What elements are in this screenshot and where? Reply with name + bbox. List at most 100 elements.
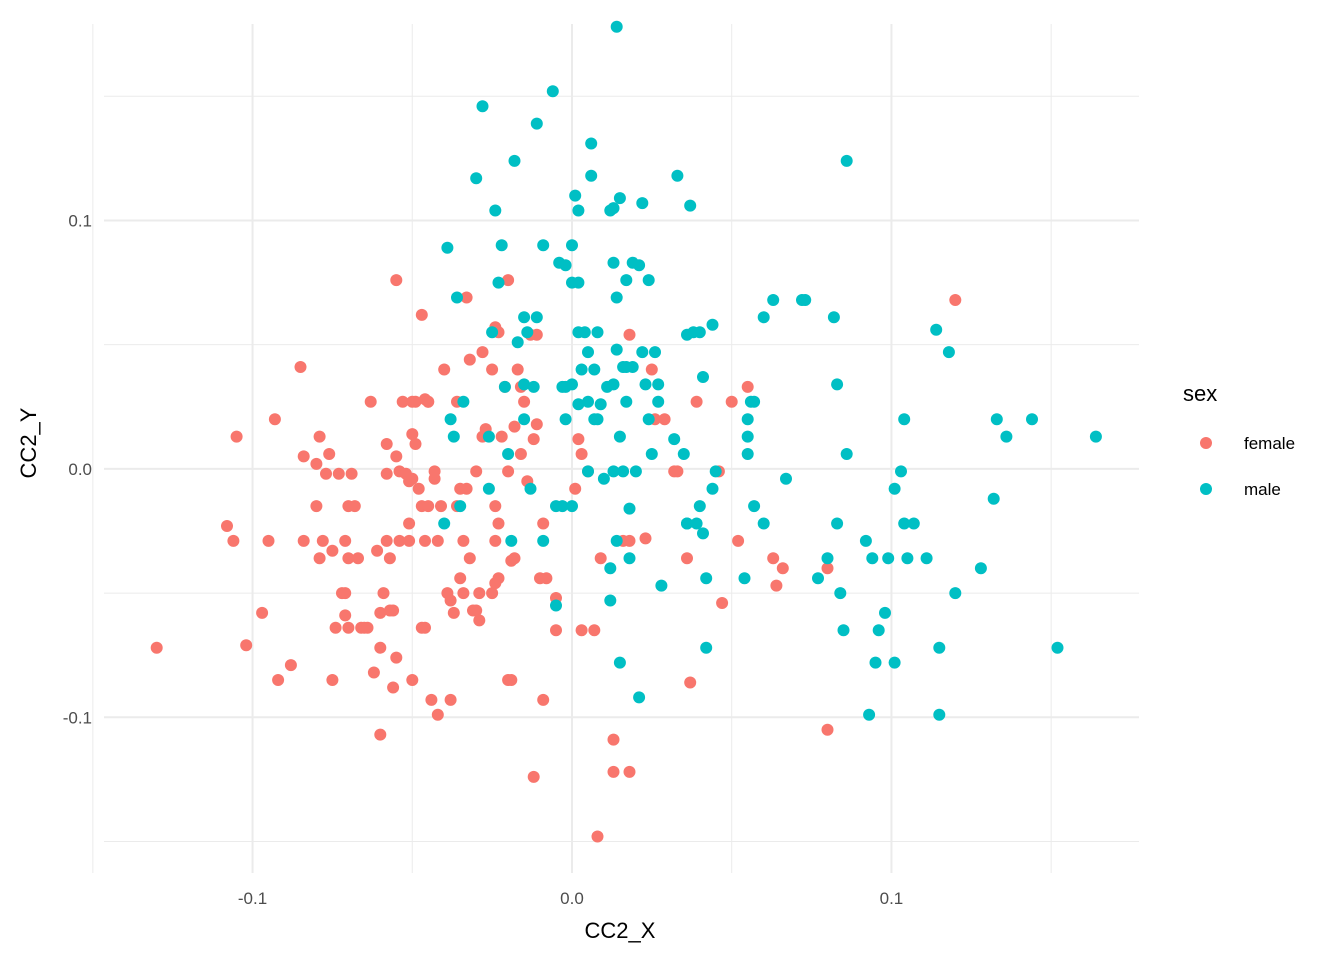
point-male — [585, 169, 598, 182]
point-female — [473, 587, 486, 600]
point-male — [454, 500, 467, 513]
point-male — [987, 492, 1000, 505]
point-male — [652, 378, 665, 391]
point-male — [639, 378, 652, 391]
point-male — [834, 587, 847, 600]
point-female — [489, 500, 502, 513]
legend-title: sex — [1183, 381, 1217, 406]
point-female — [230, 430, 243, 443]
point-male — [591, 326, 604, 339]
point-male — [863, 708, 876, 721]
point-female — [387, 604, 400, 617]
point-male — [582, 395, 594, 408]
point-female — [390, 274, 403, 287]
point-male — [502, 448, 515, 460]
point-male — [505, 534, 518, 547]
point-male — [677, 448, 690, 460]
point-female — [415, 308, 428, 321]
point-female — [502, 465, 515, 478]
legend-label-female: female — [1244, 434, 1295, 453]
x-tick-label: 0.1 — [880, 889, 904, 908]
point-male — [888, 482, 901, 495]
point-female — [435, 500, 447, 513]
point-male — [649, 346, 661, 359]
point-female — [419, 621, 431, 634]
point-male — [837, 624, 850, 637]
point-female — [272, 674, 285, 686]
point-male — [572, 398, 585, 411]
point-male — [566, 378, 578, 391]
point-male — [831, 517, 844, 530]
point-female — [537, 693, 550, 706]
point-female — [342, 621, 355, 634]
point-female — [725, 395, 738, 408]
point-male — [690, 517, 703, 530]
point-female — [508, 552, 521, 565]
point-female — [268, 413, 281, 426]
point-male — [550, 599, 562, 612]
point-male — [482, 430, 495, 443]
point-male — [585, 137, 598, 150]
point-female — [348, 500, 361, 513]
point-male — [508, 154, 521, 167]
point-male — [607, 256, 620, 269]
point-male — [821, 552, 834, 565]
point-female — [316, 534, 329, 547]
point-male — [895, 465, 907, 478]
point-female — [588, 624, 601, 637]
point-female — [492, 517, 505, 530]
point-female — [326, 544, 339, 557]
point-male — [482, 482, 495, 495]
point-male — [617, 465, 630, 478]
point-male — [626, 361, 639, 373]
point-male — [697, 371, 709, 383]
point-male — [652, 395, 665, 408]
point-male — [671, 169, 684, 182]
point-female — [594, 552, 607, 565]
point-male — [588, 363, 601, 376]
point-female — [623, 534, 636, 547]
point-female — [776, 562, 789, 575]
point-male — [559, 413, 572, 426]
point-female — [240, 639, 253, 652]
point-male — [546, 85, 559, 98]
point-male — [607, 465, 620, 478]
point-male — [888, 656, 901, 669]
point-male — [610, 291, 623, 304]
point-male — [840, 448, 853, 460]
point-female — [463, 353, 476, 366]
point-male — [620, 395, 633, 408]
point-female — [262, 534, 275, 547]
point-male — [898, 413, 911, 426]
point-female — [380, 467, 393, 480]
point-male — [524, 482, 537, 495]
point-male — [582, 465, 594, 478]
point-male — [447, 430, 460, 443]
point-male — [470, 172, 483, 185]
point-male — [681, 517, 693, 530]
point-male — [741, 448, 754, 460]
y-tick-label: -0.1 — [63, 708, 92, 727]
point-female — [623, 765, 636, 778]
point-male — [498, 380, 511, 393]
point-male — [1089, 430, 1102, 443]
x-tick-label: -0.1 — [238, 889, 267, 908]
point-female — [374, 606, 387, 619]
point-male — [933, 641, 946, 654]
point-female — [444, 693, 457, 706]
point-female — [383, 552, 396, 565]
point-female — [770, 579, 783, 592]
point-female — [575, 448, 588, 460]
point-female — [530, 328, 543, 341]
point-male — [668, 433, 681, 446]
point-male — [840, 154, 853, 167]
legend-key-male — [1200, 483, 1212, 495]
point-male — [518, 413, 531, 426]
point-male — [604, 594, 617, 607]
legend: sex female male — [1183, 381, 1295, 499]
point-male — [827, 311, 840, 324]
point-male — [866, 552, 879, 565]
point-male — [1000, 430, 1013, 443]
point-male — [642, 413, 655, 426]
